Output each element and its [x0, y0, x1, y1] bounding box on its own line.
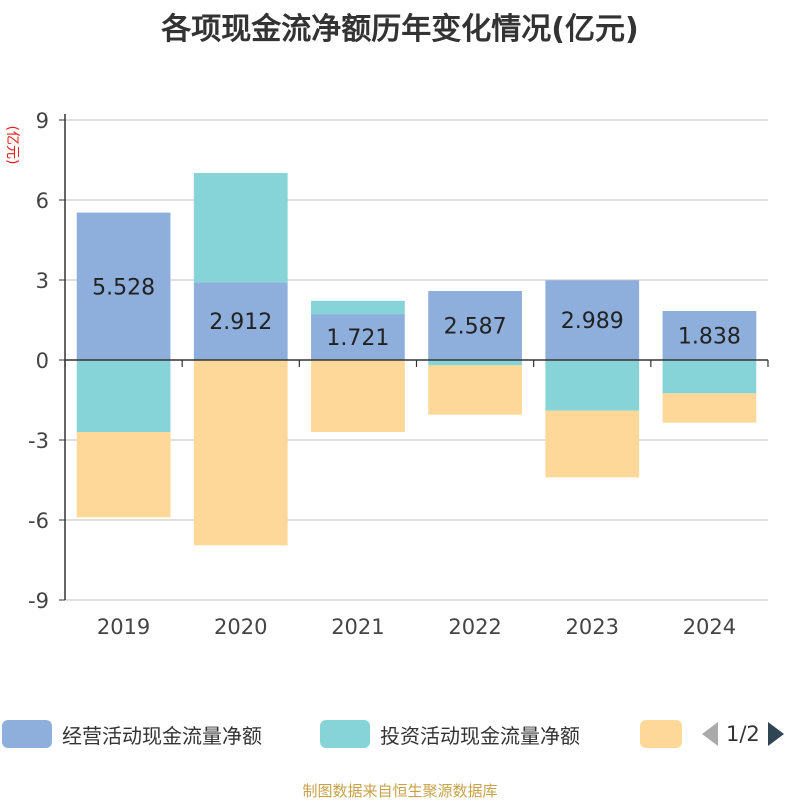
legend-item-investing[interactable]: 投资活动现金流量净额 — [320, 716, 580, 752]
bar-series-1-2020[interactable] — [193, 173, 288, 283]
y-tick-label: -3 — [28, 429, 49, 453]
bar-series-1-2023[interactable] — [545, 360, 640, 411]
data-label: 2.912 — [209, 310, 272, 335]
bar-series-1-2024[interactable] — [662, 360, 757, 394]
bar-series-1-2021[interactable] — [311, 300, 405, 315]
bar-series-2-2022[interactable] — [428, 365, 522, 415]
x-tick-label: 2020 — [214, 615, 267, 639]
pager-text: 1/2 — [726, 722, 760, 746]
data-label: 5.528 — [92, 275, 155, 300]
bar-series-1-2022[interactable] — [428, 360, 522, 366]
bar-series-2-2020[interactable] — [193, 360, 288, 546]
legend-pager: 1/2 — [700, 716, 786, 752]
bar-series-0-2019[interactable] — [76, 212, 171, 360]
bar-series-0-2022[interactable] — [428, 291, 522, 360]
pager-prev-icon[interactable] — [700, 720, 720, 748]
x-tick-label: 2019 — [97, 615, 150, 639]
legend-label-investing: 投资活动现金流量净额 — [380, 723, 580, 748]
x-tick-label: 2022 — [448, 615, 501, 639]
bar-series-2-2023[interactable] — [545, 410, 640, 478]
y-tick-label: -6 — [28, 509, 49, 533]
y-tick-label: 6 — [36, 189, 49, 213]
y-tick-label: -9 — [28, 589, 49, 613]
data-label: 2.989 — [561, 309, 624, 334]
x-tick-label: 2021 — [331, 615, 384, 639]
y-axis-label: (亿元) — [4, 126, 20, 165]
bar-series-0-2023[interactable] — [545, 280, 640, 360]
data-label: 1.838 — [678, 324, 741, 349]
pager-next-icon[interactable] — [766, 720, 786, 748]
bar-series-2-2024[interactable] — [662, 393, 757, 423]
legend-swatch-operating — [2, 720, 52, 748]
legend-swatch-financing — [640, 720, 682, 748]
bar-series-0-2021[interactable] — [311, 314, 405, 360]
y-tick-label: 9 — [36, 109, 49, 133]
legend-swatch-investing — [320, 720, 370, 748]
legend-label-operating: 经营活动现金流量净额 — [62, 723, 262, 748]
x-tick-label: 2024 — [683, 615, 736, 639]
data-label: 1.721 — [326, 326, 389, 351]
bar-series-1-2019[interactable] — [76, 360, 171, 432]
source-note: 制图数据来自恒生聚源数据库 — [302, 782, 498, 800]
bar-series-0-2024[interactable] — [662, 310, 757, 360]
legend: 经营活动现金流量净额 投资活动现金流量净额 1/2 — [0, 716, 800, 752]
bar-series-0-2020[interactable] — [193, 282, 288, 360]
x-tick-label: 2023 — [566, 615, 619, 639]
legend-item-financing[interactable] — [640, 716, 682, 752]
bar-series-2-2019[interactable] — [76, 432, 171, 518]
bar-series-2-2021[interactable] — [311, 360, 405, 432]
chart-area: 9 6 3 0 -3 -6 -9 2019 2020 2021 2022 2023 2024 5.528… — [4, 109, 769, 639]
y-tick-label: 3 — [36, 269, 49, 293]
legend-item-operating[interactable]: 经营活动现金流量净额 — [2, 716, 262, 752]
y-tick-label: 0 — [36, 349, 49, 373]
data-label: 2.587 — [444, 315, 507, 340]
chart-title: 各项现金流净额历年变化情况(亿元) — [161, 12, 639, 47]
